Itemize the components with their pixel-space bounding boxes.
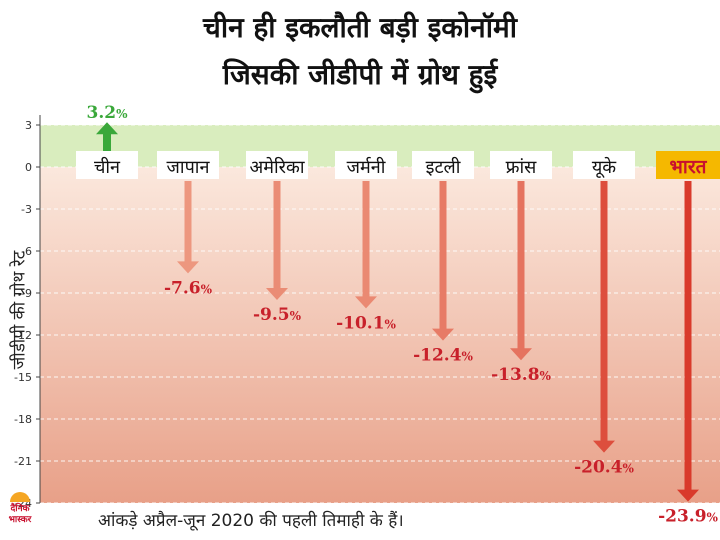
category-label: यूके: [592, 156, 617, 178]
category-label-box: [335, 151, 397, 179]
value-label: -23.9%: [658, 507, 718, 527]
y-tick-label: 0: [25, 161, 32, 174]
value-label: -10.1%: [336, 313, 396, 333]
category-label-box: [76, 151, 138, 179]
y-tick-label: 3: [25, 119, 32, 132]
value-label: -20.4%: [574, 458, 634, 478]
logo-sun-icon: [10, 492, 30, 502]
category-label-box: [246, 151, 308, 179]
logo-text-line1: दैनिक: [10, 504, 30, 514]
category-label-box: [157, 151, 219, 179]
category-label: चीन: [94, 156, 121, 178]
y-tick-label: -18: [14, 413, 32, 426]
category-label-box: [656, 151, 720, 179]
category-label: अमेरिका: [249, 156, 304, 178]
bar-0: [96, 122, 118, 167]
value-label: -7.6%: [164, 278, 213, 298]
category-label: फ्रांस: [506, 157, 538, 178]
bar-4: [432, 181, 454, 341]
y-axis-label: जीडीपी की ग्रोथ रेट: [9, 250, 30, 370]
value-label: -9.5%: [253, 305, 302, 325]
chart-title-line2: जिसकी जीडीपी में ग्रोथ हुई: [222, 58, 498, 91]
y-tick-label: -12: [14, 329, 32, 342]
bar-6: [593, 181, 615, 453]
y-tick-label: -21: [14, 455, 32, 468]
footnote: आंकड़े अप्रैल-जून 2020 की पहली तिमाही के…: [98, 511, 404, 531]
category-label-box: [573, 151, 635, 179]
y-tick-label: -15: [14, 371, 32, 384]
bar-1: [177, 181, 199, 274]
category-label: जापान: [167, 157, 211, 178]
value-label: -13.8%: [491, 365, 551, 385]
bar-2: [266, 181, 288, 300]
logo-text-line2: भास्कर: [8, 515, 32, 525]
chart-title-line1: चीन ही इकलौती बड़ी इकोनॉमी: [203, 11, 517, 44]
value-label: -12.4%: [413, 346, 473, 366]
category-label: जर्मनी: [347, 156, 386, 178]
bar-5: [510, 181, 532, 361]
category-label-box: [412, 151, 474, 179]
bar-3: [355, 181, 377, 309]
category-label: इटली: [426, 156, 461, 178]
category-label-box: [490, 151, 552, 179]
category-label: भारत: [670, 156, 708, 178]
dainik-bhaskar-logo: दैनिक भास्कर: [3, 492, 37, 534]
value-label: 3.2%: [87, 103, 129, 123]
y-tick-label: -3: [21, 203, 32, 216]
y-tick-label: -9: [21, 287, 32, 300]
bar-7: [677, 181, 699, 502]
y-tick-label: -6: [21, 245, 32, 258]
